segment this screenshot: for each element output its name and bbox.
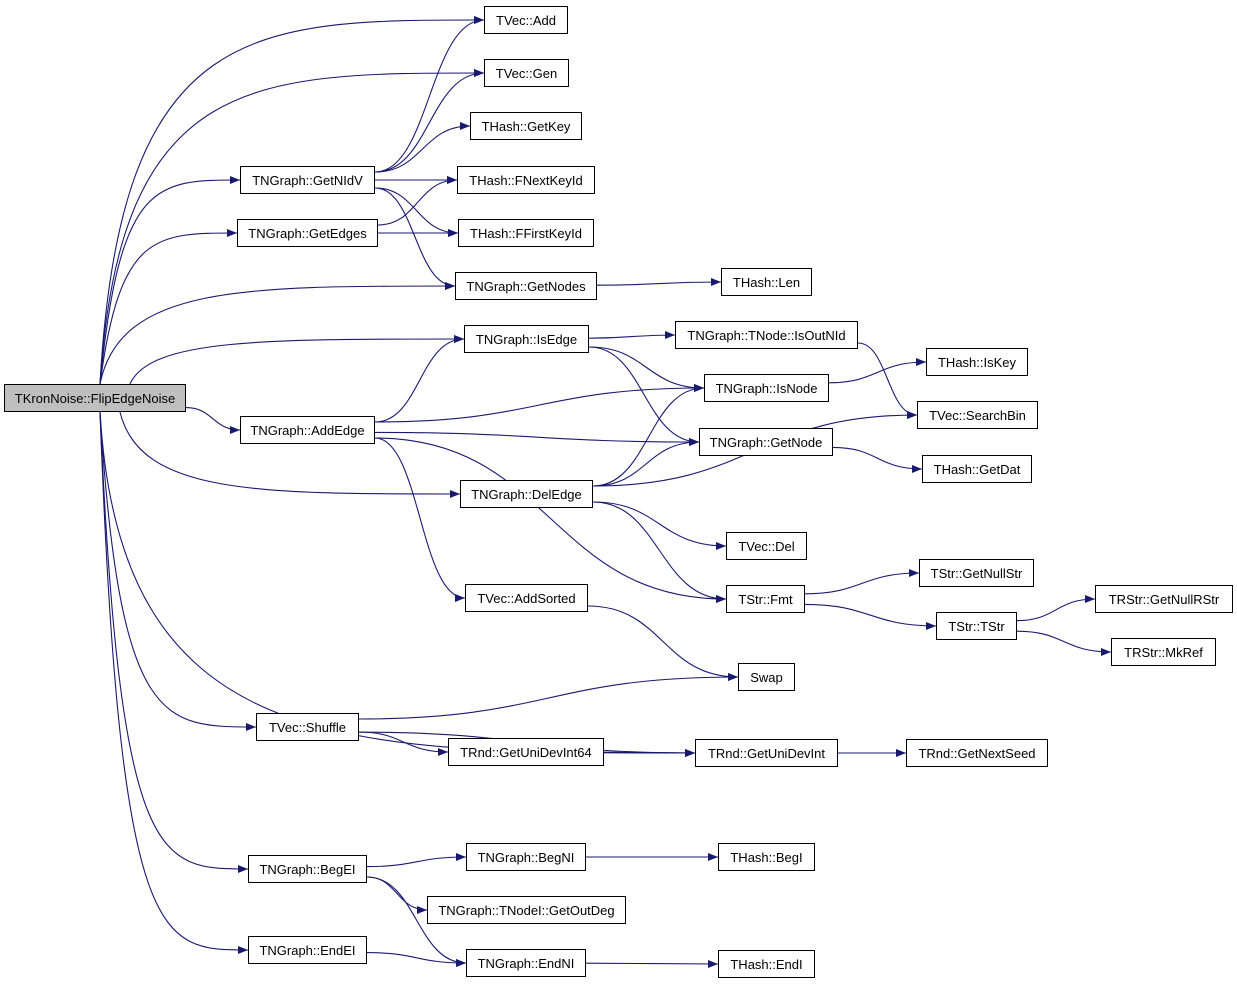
edge-root-to-endei — [99, 411, 249, 954]
edge-deledge-to-vdel — [592, 501, 727, 550]
node-searchbin[interactable]: TVec::SearchBin — [917, 401, 1038, 429]
edge-getnidv-to-ffirst — [374, 187, 459, 237]
node-isnode[interactable]: TNGraph::IsNode — [704, 374, 829, 402]
edge-addsorted-to-swap — [587, 605, 739, 681]
edge-fmt-to-tstr — [804, 603, 937, 630]
edge-root-to-shuffle — [99, 411, 257, 731]
edge-root-to-deledge — [119, 411, 461, 498]
node-tstr[interactable]: TStr::TStr — [936, 612, 1017, 640]
node-fnext[interactable]: THash::FNextKeyId — [457, 166, 595, 194]
node-fmt[interactable]: TStr::Fmt — [726, 585, 805, 613]
node-mkref[interactable]: TRStr::MkRef — [1111, 638, 1216, 666]
node-getnullrstr[interactable]: TRStr::GetNullRStr — [1095, 585, 1233, 613]
node-getnodes[interactable]: TNGraph::GetNodes — [455, 272, 597, 300]
edge-isedge-to-isoutnid — [588, 331, 676, 340]
edge-begei-to-begni — [366, 853, 467, 868]
node-vgen[interactable]: TVec::Gen — [484, 59, 569, 87]
edge-root-to-vgen — [99, 69, 485, 385]
node-hlen[interactable]: THash::Len — [721, 268, 812, 296]
node-getedges[interactable]: TNGraph::GetEdges — [237, 219, 378, 247]
node-getoutdeg[interactable]: TNGraph::TNodeI::GetOutDeg — [427, 896, 626, 924]
node-root: TKronNoise::FlipEdgeNoise — [4, 384, 186, 412]
node-ffirst[interactable]: THash::FFirstKeyId — [458, 219, 594, 247]
node-swap[interactable]: Swap — [738, 663, 795, 691]
edge-deledge-to-isnode — [592, 384, 705, 487]
node-endei[interactable]: TNGraph::EndEI — [248, 936, 367, 964]
node-vadd[interactable]: TVec::Add — [484, 6, 568, 34]
node-addsorted[interactable]: TVec::AddSorted — [465, 584, 588, 612]
node-addedge[interactable]: TNGraph::AddEdge — [240, 416, 375, 444]
node-iskey[interactable]: THash::IsKey — [926, 348, 1028, 376]
edge-isnode-to-iskey — [828, 358, 927, 384]
node-isedge[interactable]: TNGraph::IsEdge — [464, 325, 589, 353]
edge-addedge-to-addsorted — [374, 437, 466, 602]
node-unidev[interactable]: TRnd::GetUniDevInt — [695, 739, 838, 767]
edge-deledge-to-fmt — [592, 501, 727, 603]
edge-tstr-to-getnullrstr — [1016, 595, 1096, 622]
edge-deledge-to-getnode — [592, 438, 700, 487]
edge-getnidv-to-vadd — [374, 16, 485, 173]
edge-isedge-to-isnode — [588, 346, 705, 392]
edge-endni-to-hendi — [585, 959, 719, 968]
edge-root-to-getedges — [99, 229, 238, 385]
edge-endei-to-endni — [366, 952, 467, 967]
node-getdat[interactable]: THash::GetDat — [922, 455, 1032, 483]
edge-root-to-getnidv — [99, 176, 241, 385]
edge-root-to-getnodes — [99, 282, 456, 385]
node-begni[interactable]: TNGraph::BegNI — [466, 843, 586, 871]
edge-isoutnid-to-searchbin — [857, 342, 918, 419]
node-hgetkey[interactable]: THash::GetKey — [470, 112, 582, 140]
edge-getnidv-to-hgetkey — [374, 122, 471, 173]
edge-getnidv-to-getnodes — [374, 187, 456, 290]
edge-addedge-to-isedge — [374, 335, 465, 423]
edge-root-to-begei — [99, 411, 249, 873]
edge-shuffle-to-unidev64 — [358, 731, 449, 756]
edge-getnodes-to-hlen — [596, 278, 722, 287]
edge-begei-to-endni — [366, 876, 467, 967]
edge-tstr-to-mkref — [1016, 630, 1112, 656]
node-getnidv[interactable]: TNGraph::GetNIdV — [240, 166, 375, 194]
node-getnullstr[interactable]: TStr::GetNullStr — [919, 559, 1034, 587]
edge-root-to-vadd — [99, 16, 485, 385]
node-hbegi[interactable]: THash::BegI — [718, 843, 815, 871]
node-shuffle[interactable]: TVec::Shuffle — [256, 713, 359, 741]
edge-getnode-to-getdat — [832, 446, 923, 473]
edge-root-to-addedge — [185, 407, 241, 434]
edge-root-to-isedge — [129, 335, 465, 385]
edge-shuffle-to-swap — [358, 673, 739, 720]
node-unidev64[interactable]: TRnd::GetUniDevInt64 — [448, 738, 604, 766]
node-endni[interactable]: TNGraph::EndNI — [466, 949, 586, 977]
node-vdel[interactable]: TVec::Del — [726, 532, 807, 560]
edge-addedge-to-fmt — [374, 437, 727, 603]
edge-getnidv-to-vgen — [374, 69, 485, 173]
node-deledge[interactable]: TNGraph::DelEdge — [460, 480, 593, 508]
edge-isedge-to-getnode — [588, 346, 700, 446]
edge-getedges-to-fnext — [377, 176, 458, 226]
edge-addedge-to-getnode — [374, 431, 700, 446]
node-isoutnid[interactable]: TNGraph::TNode::IsOutNId — [675, 321, 858, 349]
edge-fmt-to-getnullstr — [804, 569, 920, 595]
node-nextseed[interactable]: TRnd::GetNextSeed — [906, 739, 1048, 767]
node-getnode[interactable]: TNGraph::GetNode — [699, 428, 833, 456]
edge-addedge-to-isnode — [374, 384, 705, 423]
edge-begei-to-getoutdeg — [366, 876, 428, 914]
edge-root-to-unidev — [99, 411, 696, 757]
node-begei[interactable]: TNGraph::BegEI — [248, 855, 367, 883]
node-hendi[interactable]: THash::EndI — [718, 950, 815, 978]
edge-unidev64-to-unidev — [603, 748, 696, 757]
